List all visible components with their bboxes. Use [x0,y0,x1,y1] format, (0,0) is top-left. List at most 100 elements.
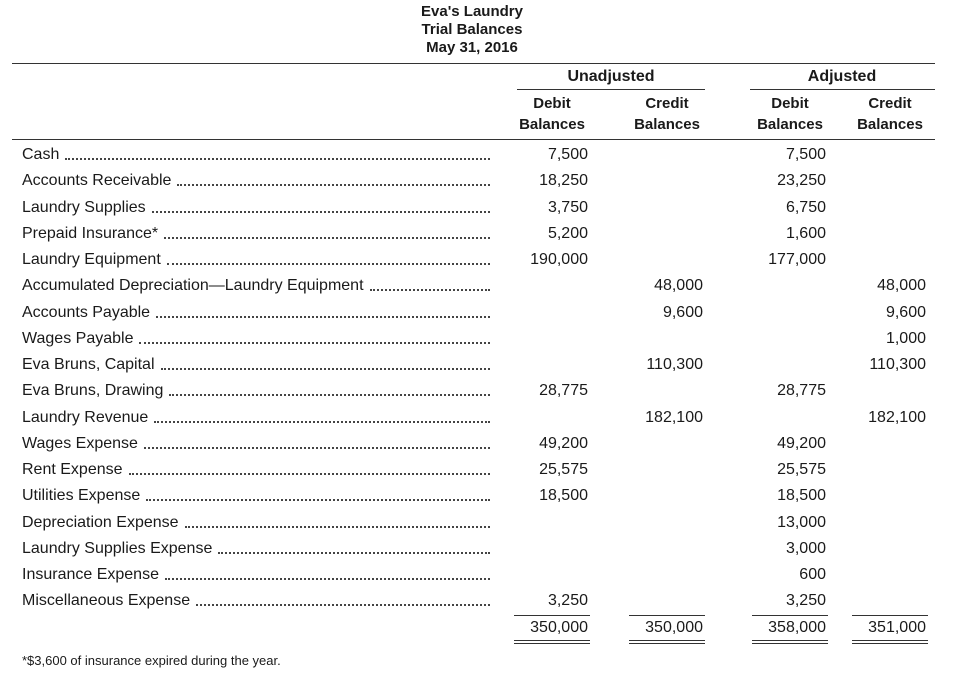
column-header: Credit Balances [857,95,923,133]
amount: 48,000 [877,277,926,295]
column-group: Unadjusted [567,68,655,85]
account-name: Laundry Revenue [22,408,149,426]
row-label: Eva Bruns, Capital [22,355,490,375]
report-title: Trial Balances [421,21,523,38]
leader [154,408,490,423]
amount: 110,300 [869,356,926,373]
leader [164,565,490,580]
double-underline [514,642,590,644]
underline [629,614,705,616]
footnote: *$3,600 of insurance expired during the … [22,652,281,668]
account-name: Cash [22,146,60,163]
amount: 3,750 [547,198,588,216]
amount: 1,000 [885,329,926,347]
account-name: Laundry Supplies [22,198,146,216]
account-name: Accumulated Depreciation—Laundry Equipme… [22,277,364,295]
double-underline [752,642,828,644]
leader [164,224,490,239]
amount: 9,600 [662,303,703,321]
amount: 49,200 [539,434,588,452]
amount: 18,500 [539,487,588,505]
leader [151,198,490,213]
total: 351,000 [868,618,926,636]
account-name: Wages Expense [22,434,138,452]
amount: 182,100 [868,408,926,426]
row-label: Eva Bruns, Drawing [22,381,490,401]
rule [517,89,705,90]
account-name: Laundry Supplies Expense [22,539,213,557]
leader [169,381,490,397]
column-header: Debit Balances [757,95,823,133]
column-header: Credit Balances [634,95,700,133]
amount: 5,200 [547,224,588,242]
leader [160,355,490,370]
amount: 18,250 [539,172,588,190]
row-label: Accumulated Depreciation—Laundry Equipme… [22,276,490,296]
account-name: Eva Bruns, Drawing [22,382,164,400]
account-name: Accounts Receivable [22,172,172,190]
row-label: Laundry Equipment [22,250,490,270]
account-name: Eva Bruns, Capital [22,356,155,373]
amount: 3,000 [785,539,826,557]
amount: 7,500 [785,146,826,163]
row-label: Accounts Payable [22,303,490,323]
double-underline [629,642,705,644]
rule [12,139,935,140]
account-name: Insurance Expense [22,566,159,583]
row-label: Cash [22,145,490,165]
amount: 3,250 [785,592,826,610]
row-label: Rent Expense [22,460,490,480]
total: 350,000 [530,618,588,636]
total: 358,000 [768,618,826,636]
column-group: Adjusted [807,68,877,85]
row-label: Insurance Expense [22,565,490,585]
amount: 7,500 [547,146,588,163]
leader [184,513,490,528]
row-label: Prepaid Insurance* [22,224,490,244]
row-label: Laundry Supplies [22,198,490,218]
account-name: Accounts Payable [22,303,151,321]
leader [128,460,490,475]
leader [139,329,490,344]
row-label: Miscellaneous Expense [22,591,490,611]
row-label: Depreciation Expense [22,513,490,533]
leader [156,303,490,318]
leader [166,250,490,265]
amount: 28,775 [777,382,826,400]
amount: 25,575 [777,461,826,478]
account-name: Miscellaneous Expense [22,592,191,610]
amount: 3,250 [547,592,588,610]
amount: 110,300 [646,356,703,373]
amount: 49,200 [777,434,826,452]
company: Eva's Laundry [421,3,523,20]
row-label: Utilities Expense [22,486,490,506]
amount: 28,775 [539,382,588,400]
underline [514,614,590,616]
amount: 190,000 [530,251,588,268]
account-name: Utilities Expense [22,487,141,505]
leader [369,276,490,292]
amount: 182,100 [645,408,703,426]
rule [750,89,935,90]
amount: 177,000 [768,251,826,268]
double-underline [629,639,705,641]
leader [218,539,490,554]
report-date: May 31, 2016 [426,39,518,56]
row-label: Laundry Revenue [22,408,490,428]
account-name: Wages Payable [22,329,134,347]
row-label: Accounts Receivable [22,171,490,191]
amount: 9,600 [885,303,926,321]
account-name: Rent Expense [22,461,123,478]
row-label: Wages Expense [22,434,490,454]
account-name: Depreciation Expense [22,513,179,531]
leader [65,145,490,160]
underline [752,614,828,616]
underline [852,614,928,616]
amount: 13,000 [777,513,826,531]
leader [146,486,490,502]
double-underline [852,639,928,641]
amount: 1,600 [785,224,826,242]
row-label: Laundry Supplies Expense [22,539,490,559]
amount: 600 [799,566,826,583]
